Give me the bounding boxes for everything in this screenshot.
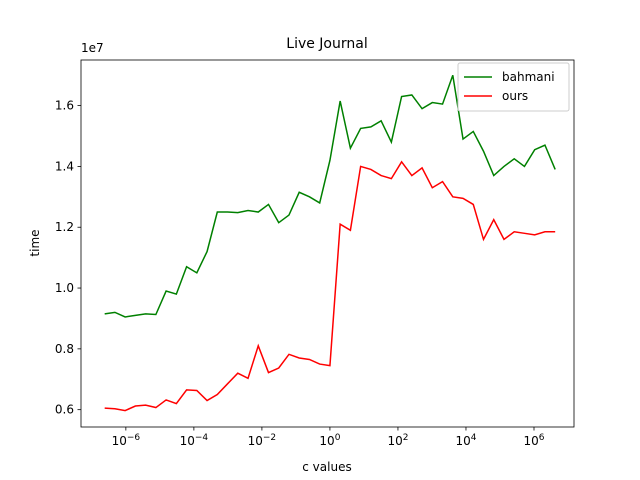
plot-frame (80, 59, 575, 428)
x-tick-label: 10−4 (180, 433, 209, 448)
x-tick-exponent: −6 (127, 433, 141, 443)
x-tick-label: 106 (523, 433, 544, 448)
x-tick-base: 10 (523, 434, 538, 448)
x-tick-base: 10 (180, 434, 195, 448)
x-tick-exponent: 6 (539, 433, 545, 443)
x-tick-exponent: −4 (195, 433, 209, 443)
legend-box (457, 62, 570, 112)
x-tick-exponent: 4 (471, 433, 477, 443)
legend-label: bahmani (502, 70, 555, 84)
x-tick-label: 10−2 (248, 433, 277, 448)
y-tick-label: 1.2 (55, 220, 74, 234)
x-tick-base: 10 (319, 434, 334, 448)
y-tick-label: 0.6 (55, 403, 74, 417)
y-tick-label: 1.4 (55, 159, 74, 173)
x-tick-label: 104 (455, 433, 476, 448)
x-tick-exponent: −2 (263, 433, 276, 443)
legend-label: ours (502, 89, 528, 103)
y-tick-label: 1.0 (55, 281, 74, 295)
x-tick-label: 100 (319, 433, 340, 448)
y-tick-label: 1.6 (55, 99, 74, 113)
x-tick-exponent: 0 (335, 433, 341, 443)
x-tick-label: 102 (387, 433, 408, 448)
series-line (104, 74, 556, 318)
x-tick-base: 10 (248, 434, 263, 448)
x-tick-base: 10 (455, 434, 470, 448)
series-line (104, 160, 556, 412)
x-tick-base: 10 (112, 434, 127, 448)
x-axis-label: c values (302, 460, 351, 474)
x-tick-base: 10 (387, 434, 402, 448)
y-tick-label: 0.8 (55, 342, 74, 356)
chart-title: Live Journal (286, 36, 367, 52)
y-offset-label: 1e7 (81, 41, 104, 55)
x-tick-label: 10−6 (112, 433, 141, 448)
x-tick-exponent: 2 (403, 433, 409, 443)
y-axis-label: time (28, 229, 42, 256)
